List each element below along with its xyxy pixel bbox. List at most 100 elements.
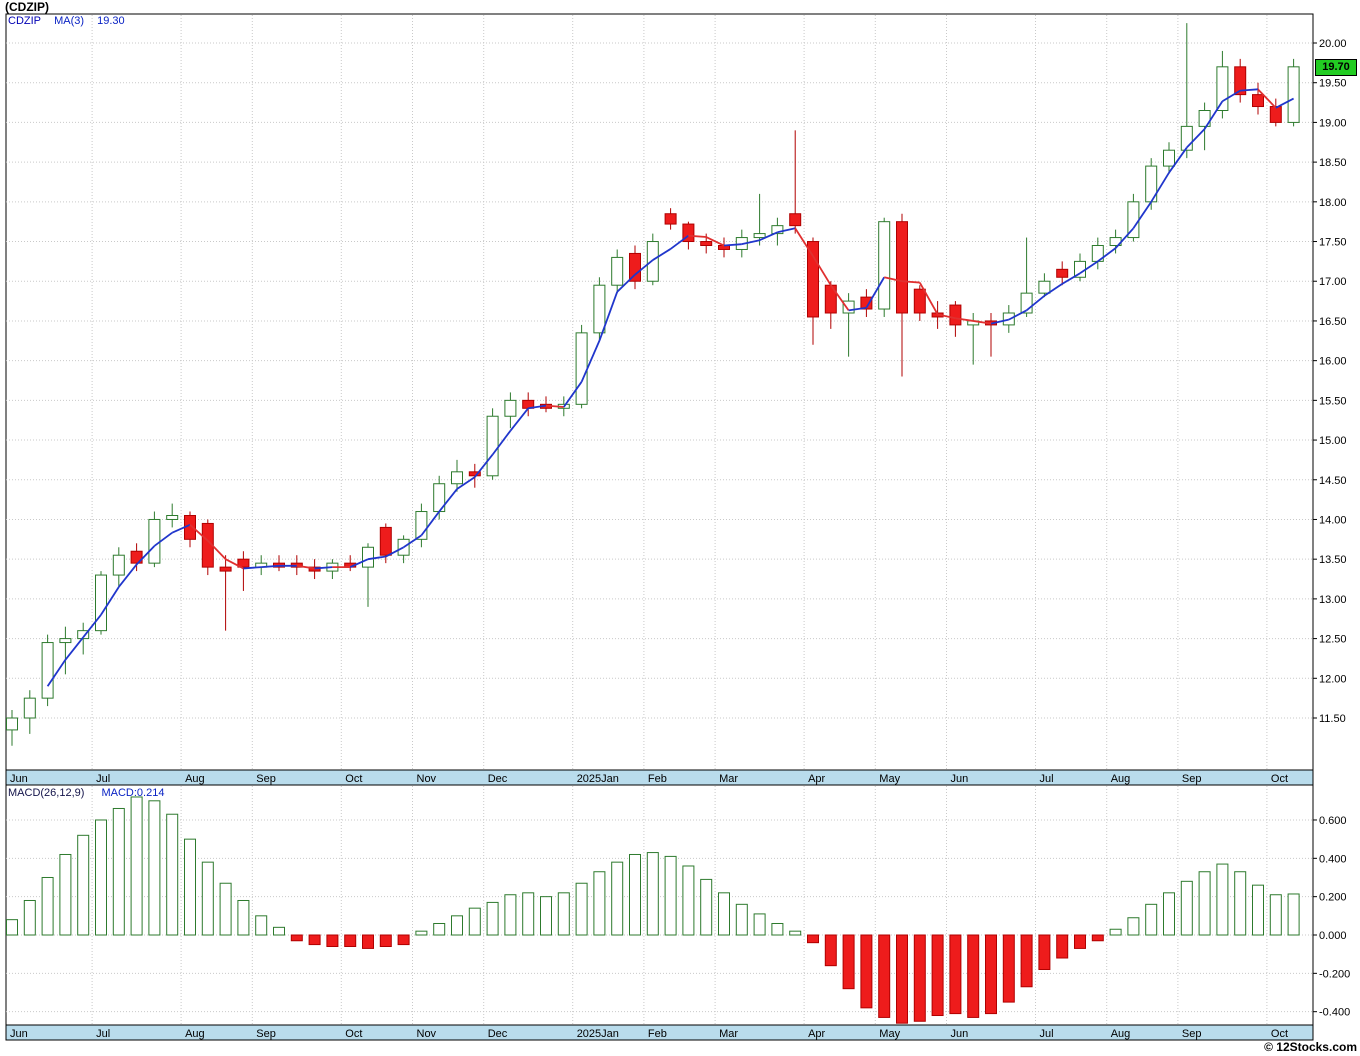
macd-bar: [6, 919, 18, 936]
macd-bar: [379, 934, 392, 948]
macd-axis-label: 0.600: [1319, 815, 1347, 827]
macd-bar: [59, 853, 72, 936]
macd-label: MACD(26,12,9): [8, 787, 85, 799]
month-label: Jun: [951, 1028, 969, 1040]
ma-line-segment: [652, 248, 672, 261]
ma-line-segment: [884, 276, 903, 283]
macd-bar: [878, 934, 891, 1018]
macd-bar: [896, 934, 908, 1024]
macd-bar: [575, 882, 588, 936]
macd-bar: [1091, 934, 1104, 942]
ma-line-segment: [812, 255, 832, 286]
macd-bar: [237, 899, 250, 936]
candle: [1234, 66, 1247, 96]
ma-line-segment: [1275, 97, 1295, 109]
candle: [219, 566, 232, 572]
price-axis-label: 18.50: [1319, 157, 1347, 169]
macd-bar: [1074, 934, 1086, 949]
legend-symbol: CDZIP: [8, 15, 41, 27]
ma-line-segment: [189, 524, 209, 542]
macd-bar: [985, 934, 997, 1015]
ma-line-segment: [314, 566, 333, 570]
month-label: Aug: [1111, 1028, 1131, 1040]
macd-bar: [949, 934, 962, 1015]
macd-bar: [611, 861, 624, 936]
ma-line-segment: [385, 546, 405, 558]
macd-bar: [682, 865, 695, 936]
ma-line-segment: [563, 381, 583, 408]
price-axis-label: 16.00: [1319, 356, 1347, 368]
macd-bar: [184, 838, 196, 936]
month-label: May: [879, 773, 900, 785]
macd-bar: [166, 813, 179, 936]
candle: [1163, 149, 1175, 167]
macd-axis-label: 0.000: [1319, 930, 1347, 942]
candle: [23, 697, 36, 719]
macd-bar: [1109, 928, 1122, 936]
month-label: Jun: [10, 773, 28, 785]
macd-bar: [219, 882, 232, 936]
month-label: Jul: [1040, 773, 1054, 785]
month-label: Mar: [719, 773, 738, 785]
macd-bar: [415, 930, 428, 936]
candle: [59, 638, 72, 644]
ma-line-segment: [367, 555, 386, 561]
ma-line-segment: [794, 227, 814, 257]
month-label: Nov: [417, 1028, 437, 1040]
candle: [1269, 106, 1282, 123]
ma-line-segment: [1168, 147, 1188, 174]
month-label: Aug: [1111, 773, 1131, 785]
macd-bar: [646, 852, 659, 936]
macd-value: MACD:0.214: [101, 787, 165, 799]
candle: [379, 526, 392, 556]
chart-legend: CDZIP MA(3) 19.30: [8, 15, 135, 27]
ma-line-segment: [634, 259, 654, 276]
macd-bar: [1056, 934, 1069, 959]
candle: [789, 213, 802, 227]
ma-line-segment: [937, 313, 956, 320]
ma-line-segment: [1240, 88, 1259, 92]
ma-line-segment: [616, 273, 636, 293]
macd-bar: [1127, 917, 1140, 936]
candle: [504, 399, 517, 417]
price-axis-label: 12.50: [1319, 634, 1347, 646]
candle: [664, 213, 677, 225]
ma-line-segment: [759, 231, 778, 242]
month-label: Jun: [951, 773, 969, 785]
ma-line-segment: [491, 430, 512, 456]
month-label: 2025Jan: [577, 1028, 619, 1040]
ma-line-segment: [456, 476, 476, 490]
month-label: 2025Jan: [577, 773, 619, 785]
last-price-badge: 19.70: [1315, 59, 1357, 76]
price-axis-label: 17.00: [1319, 276, 1347, 288]
ma-line-segment: [1026, 295, 1045, 312]
macd-bar: [95, 819, 107, 936]
month-label: Sep: [1182, 773, 1202, 785]
macd-bar: [967, 934, 980, 1018]
legend-ma-value: 19.30: [97, 15, 125, 27]
macd-bar: [77, 834, 90, 936]
ma-line-segment: [598, 291, 619, 342]
candle: [1216, 66, 1229, 112]
candle: [807, 241, 819, 318]
macd-bar: [112, 807, 125, 936]
macd-bar: [629, 853, 641, 936]
month-label: Apr: [808, 1028, 825, 1040]
ma-line-segment: [1097, 247, 1117, 263]
macd-bar: [913, 934, 926, 1022]
ma-line-segment: [296, 564, 315, 570]
price-axis-label: 13.50: [1319, 554, 1347, 566]
macd-bar: [593, 871, 606, 936]
candle: [166, 515, 179, 520]
candle: [362, 546, 374, 568]
month-label: Feb: [648, 773, 667, 785]
ma-line-segment: [509, 407, 529, 432]
ma-line-segment: [723, 243, 742, 247]
candle: [1180, 125, 1193, 151]
macd-bar: [1163, 892, 1175, 936]
candle: [593, 284, 606, 334]
macd-bar: [557, 892, 570, 936]
price-axis-label: 16.50: [1319, 316, 1347, 328]
candle: [308, 566, 321, 572]
